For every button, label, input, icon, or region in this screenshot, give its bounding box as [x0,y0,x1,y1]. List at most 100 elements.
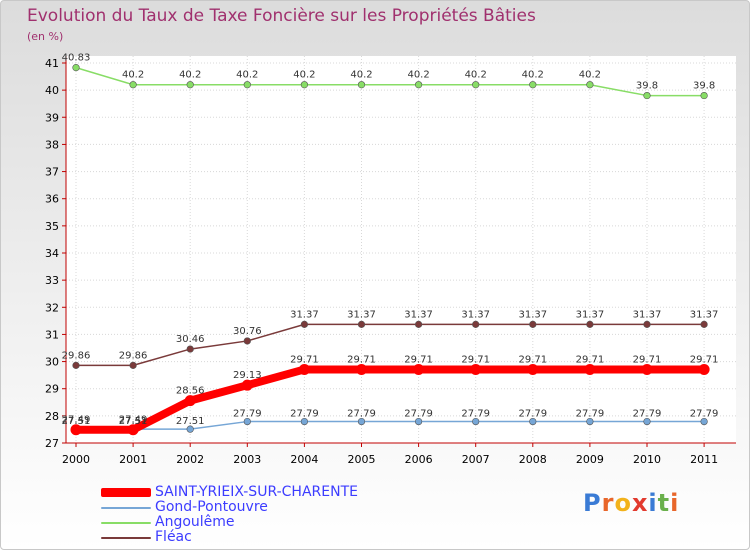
data-label: 40.2 [179,70,201,81]
data-point-1 [300,417,309,426]
data-point-3 [243,337,251,345]
logo-letter: P [583,489,602,517]
data-label: 27.49 [119,415,148,426]
data-point-2 [357,81,366,89]
logo-letter: i [648,489,658,517]
logo-letter: o [614,489,632,517]
data-label: 31.37 [461,309,490,320]
logo-letter: t [657,489,671,517]
legend-label: Fléac [155,529,192,545]
data-point-2 [72,64,80,72]
data-label: 27.51 [176,416,205,427]
legend-swatch [101,488,151,497]
series-line-3 [75,323,705,367]
data-point-0 [641,363,653,375]
x-tick-label: 2009 [576,453,604,466]
data-label: 29.13 [233,370,262,381]
data-label: 27.79 [404,409,433,420]
data-label: 40.2 [465,70,487,81]
data-point-1 [186,425,194,433]
y-tick-label: 28 [45,410,59,423]
data-point-3 [415,320,423,328]
y-tick-label: 41 [45,57,59,70]
x-tick-label: 2005 [348,453,376,466]
y-tick-label: 33 [45,274,59,287]
data-label: 27.49 [62,415,91,426]
data-label: 40.2 [407,70,429,81]
y-tick-label: 39 [45,111,59,124]
data-label: 31.37 [518,309,547,320]
data-label: 27.79 [690,409,719,420]
data-point-1 [700,417,708,426]
data-label: 29.71 [576,354,605,365]
x-tick-label: 2001 [119,453,147,466]
logo-letter: i [670,489,680,517]
data-point-1 [415,417,423,426]
data-point-0 [127,424,139,436]
logo-letter: x [631,489,649,517]
line-chart: 27 28 29 30 31 32 33 34 35 36 37 38 39 40 41 2000 2001 20… [45,53,736,466]
data-label: 27.79 [461,409,490,420]
data-label: 31.37 [690,309,719,320]
y-tick-label: 35 [45,220,59,233]
data-label: 27.79 [518,409,547,420]
data-point-0 [470,363,482,375]
data-label: 27.79 [233,409,262,420]
y-tick-label: 32 [45,301,59,314]
data-label: 31.37 [404,309,433,320]
data-point-2 [415,81,423,89]
data-point-1 [643,417,651,426]
data-label: 29.71 [518,354,547,365]
data-point-2 [186,81,194,89]
data-point-1 [586,417,594,426]
plot-area [66,56,736,443]
data-label: 31.37 [290,309,319,320]
x-tick-label: 2008 [519,453,547,466]
data-point-2 [643,91,651,100]
data-label: 31.37 [633,309,662,320]
legend-swatch [101,537,151,539]
data-point-0 [70,424,82,436]
x-tick-label: 2007 [462,453,490,466]
y-tick-label: 36 [45,193,59,206]
data-point-1 [529,417,537,426]
data-point-2 [586,81,594,89]
data-label: 29.71 [347,354,376,365]
data-point-0 [698,363,710,375]
series-line-1 [75,420,705,430]
data-point-3 [529,320,537,328]
data-point-1 [357,417,366,426]
data-point-3 [72,361,80,369]
proxiti-logo: Proxiti [583,489,679,517]
data-label: 40.2 [236,70,258,81]
data-label: 40.2 [522,70,544,81]
data-point-1 [243,417,251,426]
data-point-3 [300,320,309,328]
data-point-0 [527,363,539,375]
data-label: 29.71 [690,354,719,365]
series-line-2 [75,66,705,97]
data-label: 30.46 [176,334,205,345]
data-point-3 [586,320,594,328]
data-point-2 [472,81,480,89]
data-label: 31.37 [576,309,605,320]
data-point-0 [298,363,310,375]
x-tick-label: 2006 [405,453,433,466]
data-label: 39.8 [636,81,658,92]
data-label: 28.56 [176,386,205,397]
data-label: 39.8 [693,81,715,92]
data-label: 29.86 [119,350,148,361]
y-tick-label: 34 [45,247,59,260]
y-tick-label: 37 [45,166,59,179]
x-tick-label: 2002 [176,453,204,466]
legend-label: Angoulême [155,514,235,530]
data-point-0 [184,395,196,407]
data-label: 27.79 [347,409,376,420]
data-point-3 [186,345,194,353]
legend-swatch [101,507,151,509]
data-point-2 [529,81,537,89]
data-label: 40.2 [579,70,601,81]
x-tick-label: 2000 [62,453,90,466]
data-point-1 [472,417,480,426]
series-line-0 [72,365,709,434]
